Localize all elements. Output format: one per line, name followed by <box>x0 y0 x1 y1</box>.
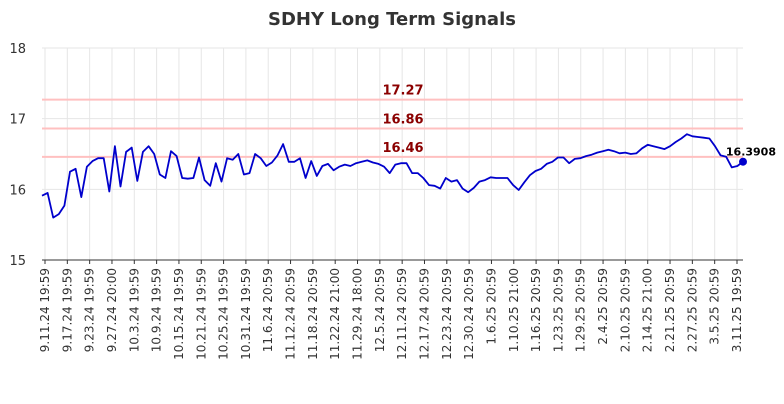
x-tick-label: 11.18.24 20:59 <box>306 268 320 360</box>
axes: 15 16 17 18 9.11.24 19:59 9.17.24 19:59 9.23.2… <box>9 42 744 360</box>
x-tick-label: 1.6.25 20:59 <box>484 268 498 345</box>
x-tick-label: 11.6.24 20:59 <box>261 268 275 352</box>
x-tick-label: 10.15.24 19:59 <box>172 268 186 360</box>
x-tick-label: 12.23.24 20:59 <box>440 268 454 360</box>
x-tick-label: 11.12.24 20:59 <box>284 268 298 360</box>
signal-label: 16.46 <box>382 141 423 156</box>
series <box>41 133 747 219</box>
y-tick-label: 15 <box>9 254 26 269</box>
last-value-label: 16.3908 <box>726 146 776 159</box>
signal-label: 17.27 <box>382 84 423 99</box>
y-tick-label: 16 <box>9 183 26 198</box>
x-tick-label: 10.21.24 19:59 <box>194 268 208 360</box>
x-tick-label: 11.29.24 18:00 <box>351 268 365 360</box>
x-tick-label: 1.29.25 20:59 <box>574 268 588 352</box>
x-tick-label: 12.17.24 20:59 <box>417 268 431 360</box>
y-tick-label: 17 <box>9 113 26 128</box>
chart-title: SDHY Long Term Signals <box>268 9 516 30</box>
x-tick-label: 10.9.24 19:59 <box>150 268 164 352</box>
x-tick-label: 11.22.24 21:00 <box>328 268 342 360</box>
x-tick-label: 9.27.24 20:00 <box>105 268 119 352</box>
x-tick-label: 12.30.24 20:59 <box>462 268 476 360</box>
x-tick-label: 10.3.24 19:59 <box>127 268 141 352</box>
signal-label: 16.86 <box>382 113 423 128</box>
x-tick-label: 9.11.24 19:59 <box>38 268 52 352</box>
x-tick-label: 3.11.25 19:59 <box>730 268 744 352</box>
x-tick-label: 9.17.24 19:59 <box>60 268 74 352</box>
x-tick-label: 2.14.25 21:00 <box>641 268 655 352</box>
x-tick-label: 3.5.25 20:59 <box>708 268 722 345</box>
x-tick-label: 12.11.24 20:59 <box>395 268 409 360</box>
x-tick-label: 1.10.25 21:00 <box>507 268 521 352</box>
last-value-point <box>739 157 747 166</box>
x-tick-label: 2.21.25 20:59 <box>663 268 677 352</box>
labels: 16.3908 <box>726 146 776 159</box>
x-tick-label: 2.27.25 20:59 <box>685 268 699 352</box>
x-tick-label: 10.25.24 19:59 <box>217 268 231 360</box>
price-line <box>41 133 744 219</box>
x-tick-label: 2.10.25 20:59 <box>618 268 632 352</box>
x-tick-label: 2.4.25 20:59 <box>596 268 610 345</box>
y-tick-label: 18 <box>9 42 26 57</box>
signal-lines: 17.27 16.86 16.46 <box>42 84 743 158</box>
x-tick-label: 1.23.25 20:59 <box>551 268 565 352</box>
x-tick-label: 9.23.24 19:59 <box>83 268 97 352</box>
x-tick-label: 1.16.25 20:59 <box>529 268 543 352</box>
x-tick-label: 12.5.24 20:59 <box>373 268 387 352</box>
x-tick-label: 10.31.24 19:59 <box>239 268 253 360</box>
grid <box>42 47 743 261</box>
